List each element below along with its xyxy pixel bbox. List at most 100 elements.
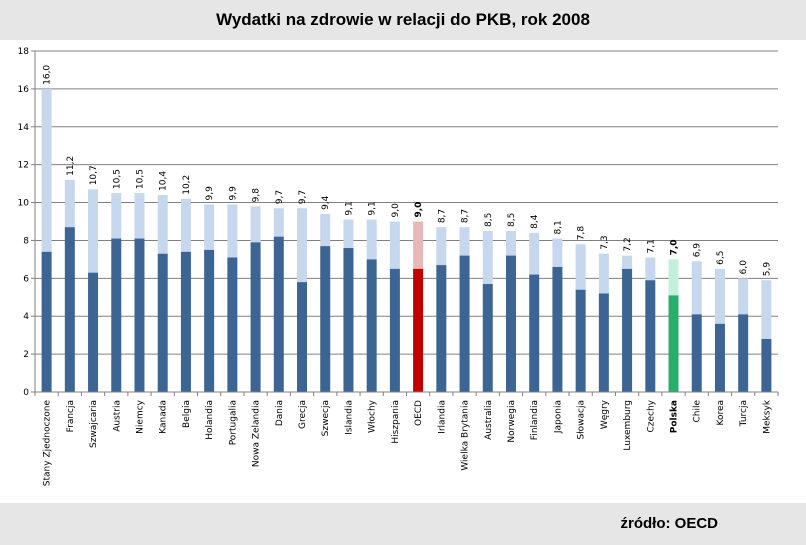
data-label: 8,7 xyxy=(437,209,447,223)
bar-private-segment xyxy=(598,253,609,294)
data-label: 7,3 xyxy=(600,235,610,249)
bar-private-segment xyxy=(738,278,749,315)
bar-chart: 0 2 4 6 8 10 12 14 16 18 16,0 Stany Zjednoczone 11,2… xyxy=(18,47,779,487)
bar-public-segment xyxy=(413,268,424,392)
data-label: 10,2 xyxy=(182,175,192,195)
bar-public-segment xyxy=(668,295,679,392)
data-label: 11,2 xyxy=(66,156,76,176)
bar-private-segment xyxy=(714,268,725,324)
data-label: 7,1 xyxy=(646,239,656,253)
bar-private-segment xyxy=(436,227,447,266)
bar-public-segment xyxy=(505,255,516,392)
y-tick-label: 4 xyxy=(23,312,29,322)
bar-private-segment xyxy=(41,88,52,252)
data-label: 8,7 xyxy=(461,209,471,223)
x-tick-label: Islandia xyxy=(344,400,354,435)
x-tick-label: Meksyk xyxy=(762,399,772,434)
bar-public-segment xyxy=(343,248,354,392)
bar-private-segment xyxy=(227,204,238,258)
x-tick-label: Chile xyxy=(693,400,703,423)
data-label: 9,7 xyxy=(275,190,285,204)
bar-private-segment xyxy=(250,206,261,243)
bar-private-segment xyxy=(320,213,331,247)
bar-private-segment xyxy=(575,244,586,290)
data-label: 10,5 xyxy=(112,169,122,189)
x-tick-label: Słowacja xyxy=(577,400,587,440)
bar-private-segment xyxy=(297,208,308,283)
data-label: 8,5 xyxy=(507,213,517,227)
data-label: 9,4 xyxy=(321,195,331,210)
bar-public-segment xyxy=(320,246,331,392)
y-tick-label: 18 xyxy=(18,47,30,57)
bar-public-segment xyxy=(41,251,52,392)
bar-public-segment xyxy=(622,268,633,392)
bar-public-segment xyxy=(273,236,284,392)
data-label: 6,9 xyxy=(693,243,703,258)
y-tick-label: 16 xyxy=(18,85,30,95)
bar-public-segment xyxy=(389,268,400,392)
data-label: 7,8 xyxy=(577,226,587,241)
x-tick-label: Finlandia xyxy=(530,400,540,440)
x-tick-label: Australia xyxy=(484,400,494,440)
x-tick-label: Kanada xyxy=(159,400,169,434)
data-label: 9,1 xyxy=(368,201,378,215)
data-label: 8,4 xyxy=(530,214,540,229)
bar-private-segment xyxy=(180,198,191,252)
bar-private-segment xyxy=(459,227,470,256)
bar-public-segment xyxy=(180,251,191,392)
source-label: źródło: OECD xyxy=(620,515,719,532)
bar-public-segment xyxy=(761,338,772,392)
bar-public-segment xyxy=(598,293,609,392)
bar-public-segment xyxy=(691,314,702,392)
bar-private-segment xyxy=(366,219,377,260)
x-tick-label: OECD xyxy=(414,400,424,426)
x-tick-label: Stany Zjednoczone xyxy=(43,400,53,487)
bar-public-segment xyxy=(714,323,725,392)
data-label: 9,9 xyxy=(205,186,215,201)
bar-public-segment xyxy=(111,238,122,392)
data-label: 9,8 xyxy=(252,188,262,203)
bar-private-segment xyxy=(157,194,168,254)
footer-bar: źródło: OECD xyxy=(0,503,806,545)
bar-private-segment xyxy=(413,221,424,269)
bar-private-segment xyxy=(482,230,493,285)
bar-private-segment xyxy=(505,230,516,256)
bar-private-segment xyxy=(529,232,540,275)
data-label: 9,0 xyxy=(391,203,401,218)
y-tick-label: 2 xyxy=(23,350,29,360)
bar-public-segment xyxy=(134,238,145,392)
x-tick-label: Grecja xyxy=(298,400,308,429)
bar-private-segment xyxy=(668,259,679,296)
y-tick-label: 14 xyxy=(18,123,30,133)
x-tick-label: Szwajcaria xyxy=(89,400,99,448)
x-tick-label: Luxemburg xyxy=(623,400,633,451)
data-label: 6,0 xyxy=(739,260,749,275)
bar-public-segment xyxy=(366,259,377,392)
x-tick-label: Dania xyxy=(275,400,285,426)
x-tick-label: Szwecja xyxy=(321,400,331,436)
y-tick-label: 8 xyxy=(23,236,29,246)
data-label: 16,0 xyxy=(43,65,53,85)
data-label: 10,4 xyxy=(159,171,169,191)
data-label: 10,5 xyxy=(135,169,145,189)
y-tick-label: 0 xyxy=(23,388,29,398)
data-label: 10,7 xyxy=(89,165,99,185)
bar-private-segment xyxy=(343,219,354,249)
data-label: 6,5 xyxy=(716,251,726,265)
x-tick-label: Polska xyxy=(670,400,680,433)
bar-private-segment xyxy=(64,179,75,228)
x-tick-label: Turcja xyxy=(739,400,749,427)
x-tick-label: Belgia xyxy=(182,400,192,428)
bar-public-segment xyxy=(552,266,563,392)
bar-private-segment xyxy=(111,193,122,239)
data-label: 9,1 xyxy=(344,201,354,215)
x-tick-label: Portugalia xyxy=(228,400,238,445)
bar-private-segment xyxy=(134,193,145,239)
bar-public-segment xyxy=(157,253,168,392)
bar-public-segment xyxy=(204,249,215,392)
bar-public-segment xyxy=(482,284,493,392)
bar-public-segment xyxy=(436,265,447,392)
bar-private-segment xyxy=(273,208,284,237)
x-tick-label: Japonia xyxy=(553,400,563,434)
bar-public-segment xyxy=(738,314,749,392)
